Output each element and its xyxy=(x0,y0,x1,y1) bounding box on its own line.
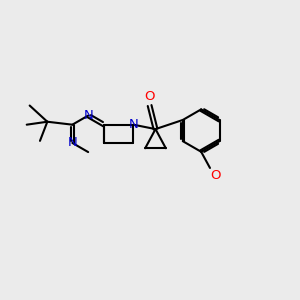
Text: N: N xyxy=(128,118,138,131)
Text: O: O xyxy=(210,169,220,182)
Text: N: N xyxy=(68,136,77,149)
Text: O: O xyxy=(144,90,155,103)
Text: N: N xyxy=(83,109,93,122)
